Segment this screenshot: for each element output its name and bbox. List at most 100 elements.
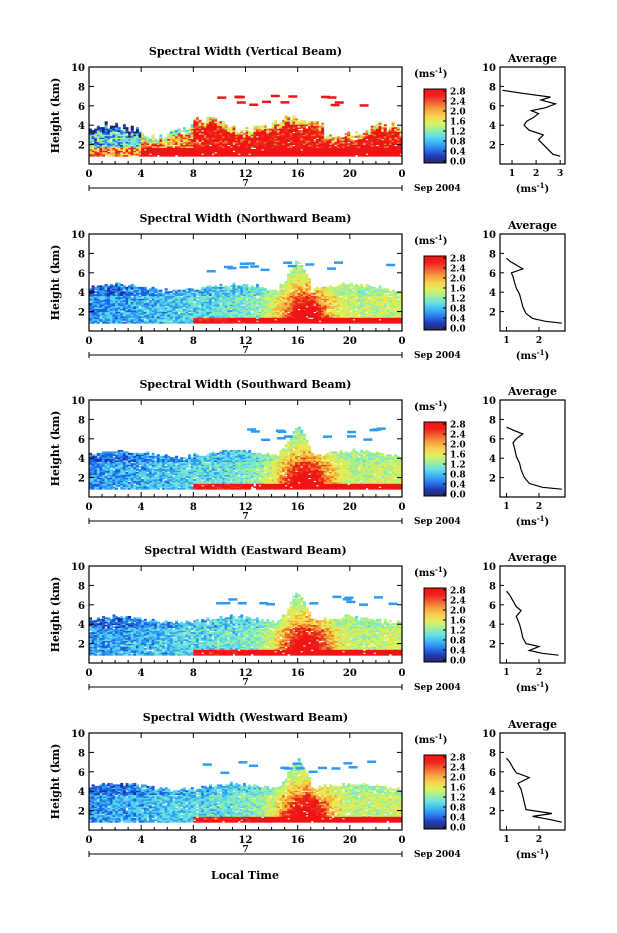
heatmap-cell bbox=[365, 140, 368, 142]
heatmap-cell bbox=[149, 139, 152, 141]
heatmap-cell bbox=[332, 317, 335, 319]
heatmap-cell bbox=[105, 284, 108, 286]
heatmap-cell bbox=[248, 155, 251, 157]
heatmap-cell bbox=[191, 124, 194, 126]
heatmap-cell bbox=[350, 139, 353, 141]
average-x-tick-label: 2 bbox=[533, 169, 539, 179]
heatmap-cell bbox=[232, 145, 235, 147]
heatmap-cell bbox=[201, 287, 204, 289]
colorbar-tick-label: 2.4 bbox=[450, 98, 466, 108]
heatmap-cell bbox=[287, 274, 290, 276]
heatmap-cell bbox=[230, 127, 233, 129]
heatmap-cell bbox=[389, 127, 392, 129]
heatmap-cell bbox=[180, 130, 183, 132]
heatmap-cell bbox=[110, 126, 113, 128]
heatmap-cell bbox=[170, 132, 173, 134]
heatmap-cell bbox=[232, 126, 235, 128]
average-x-tick-label: 3 bbox=[557, 169, 563, 179]
heatmap-cell bbox=[144, 320, 147, 322]
heatmap-cell bbox=[313, 121, 316, 123]
heatmap-cell bbox=[243, 317, 246, 319]
heatmap-cell bbox=[305, 317, 308, 319]
heatmap-cell bbox=[167, 139, 170, 141]
heatmap-cell bbox=[355, 134, 358, 136]
heatmap-cell bbox=[274, 290, 277, 292]
heatmap-cell bbox=[162, 139, 165, 141]
heatmap-cell bbox=[170, 294, 173, 296]
heatmap-cell bbox=[264, 288, 267, 290]
heatmap-cell bbox=[227, 146, 230, 148]
heatmap-cell bbox=[123, 322, 126, 324]
heatmap-cell bbox=[240, 306, 243, 308]
heatmap-cell bbox=[183, 134, 186, 136]
heatmap-cell bbox=[240, 134, 243, 136]
heatmap-cell bbox=[146, 137, 149, 139]
heatmap-cell bbox=[248, 132, 251, 134]
heatmap-cell bbox=[277, 291, 280, 293]
colorbar-tick-label: 1.6 bbox=[450, 118, 466, 128]
heatmap-cell bbox=[311, 121, 314, 123]
heatmap-cell bbox=[321, 287, 324, 289]
heatmap-cell bbox=[303, 269, 306, 271]
heatmap-cell bbox=[131, 126, 134, 128]
heatmap-cell bbox=[246, 284, 249, 286]
heatmap-cell bbox=[256, 137, 259, 139]
heatmap-cell bbox=[277, 124, 280, 126]
heatmap-cell bbox=[329, 306, 332, 308]
heatmap-cell bbox=[227, 127, 230, 129]
heatmap-cell bbox=[290, 291, 293, 293]
heatmap-cell bbox=[332, 137, 335, 139]
heatmap-cell bbox=[199, 307, 202, 309]
heatmap-cell bbox=[339, 309, 342, 311]
heatmap-cell bbox=[159, 290, 162, 292]
heatmap-cell bbox=[178, 290, 181, 292]
heatmap-cell bbox=[212, 117, 215, 119]
heatmap-cell bbox=[196, 142, 199, 144]
heatmap-cell bbox=[206, 285, 209, 287]
heatmap-cell bbox=[188, 288, 191, 290]
heatmap-cell bbox=[139, 309, 142, 311]
heatmap-cell bbox=[183, 127, 186, 129]
heatmap-cell bbox=[392, 121, 395, 123]
heatmap-cell bbox=[282, 290, 285, 292]
heatmap-cell bbox=[128, 132, 131, 134]
heatmap-cell bbox=[201, 142, 204, 144]
heatmap-cell bbox=[178, 129, 181, 131]
heatmap-cell bbox=[196, 297, 199, 299]
heatmap-cell bbox=[165, 288, 168, 290]
colorbar-tick-label: 2.8 bbox=[450, 88, 466, 98]
heatmap-cell bbox=[326, 312, 329, 314]
heatmap-cell bbox=[305, 288, 308, 290]
heatmap-cell bbox=[295, 118, 298, 120]
heatmap-cell bbox=[290, 269, 293, 271]
heatmap-cell bbox=[381, 127, 384, 129]
heatmap-cell bbox=[188, 129, 191, 131]
heatmap-cell bbox=[141, 299, 144, 301]
heatmap-cell bbox=[300, 150, 303, 152]
heatmap-cell bbox=[298, 262, 301, 264]
average-y-tick-label: 8 bbox=[489, 82, 496, 93]
heatmap-cell bbox=[376, 124, 379, 126]
heatmap-cell bbox=[285, 301, 288, 303]
heatmap-cell bbox=[350, 312, 353, 314]
heatmap-cell bbox=[126, 127, 129, 129]
heatmap-cell bbox=[235, 285, 238, 287]
y-tick-label: 2 bbox=[78, 141, 85, 152]
heatmap-cell bbox=[266, 129, 269, 131]
heatmap-cell bbox=[94, 129, 97, 131]
heatmap-cell bbox=[180, 297, 183, 299]
heatmap-cell bbox=[269, 129, 272, 131]
average-x-tick-label: 1 bbox=[509, 169, 515, 179]
heatmap-cell bbox=[327, 96, 336, 99]
heatmap-cell bbox=[287, 313, 290, 315]
average-y-tick-label: 2 bbox=[489, 141, 496, 152]
heatmap-cell bbox=[94, 291, 97, 293]
heatmap-cell bbox=[115, 133, 118, 135]
heatmap-cell bbox=[271, 95, 280, 98]
heatmap-cell bbox=[360, 134, 363, 136]
heatmap-cell bbox=[300, 120, 303, 122]
heatmap-cell bbox=[311, 319, 314, 321]
heatmap-cell bbox=[99, 127, 102, 129]
heatmap-cell bbox=[243, 306, 246, 308]
heatmap-cell bbox=[212, 294, 215, 296]
